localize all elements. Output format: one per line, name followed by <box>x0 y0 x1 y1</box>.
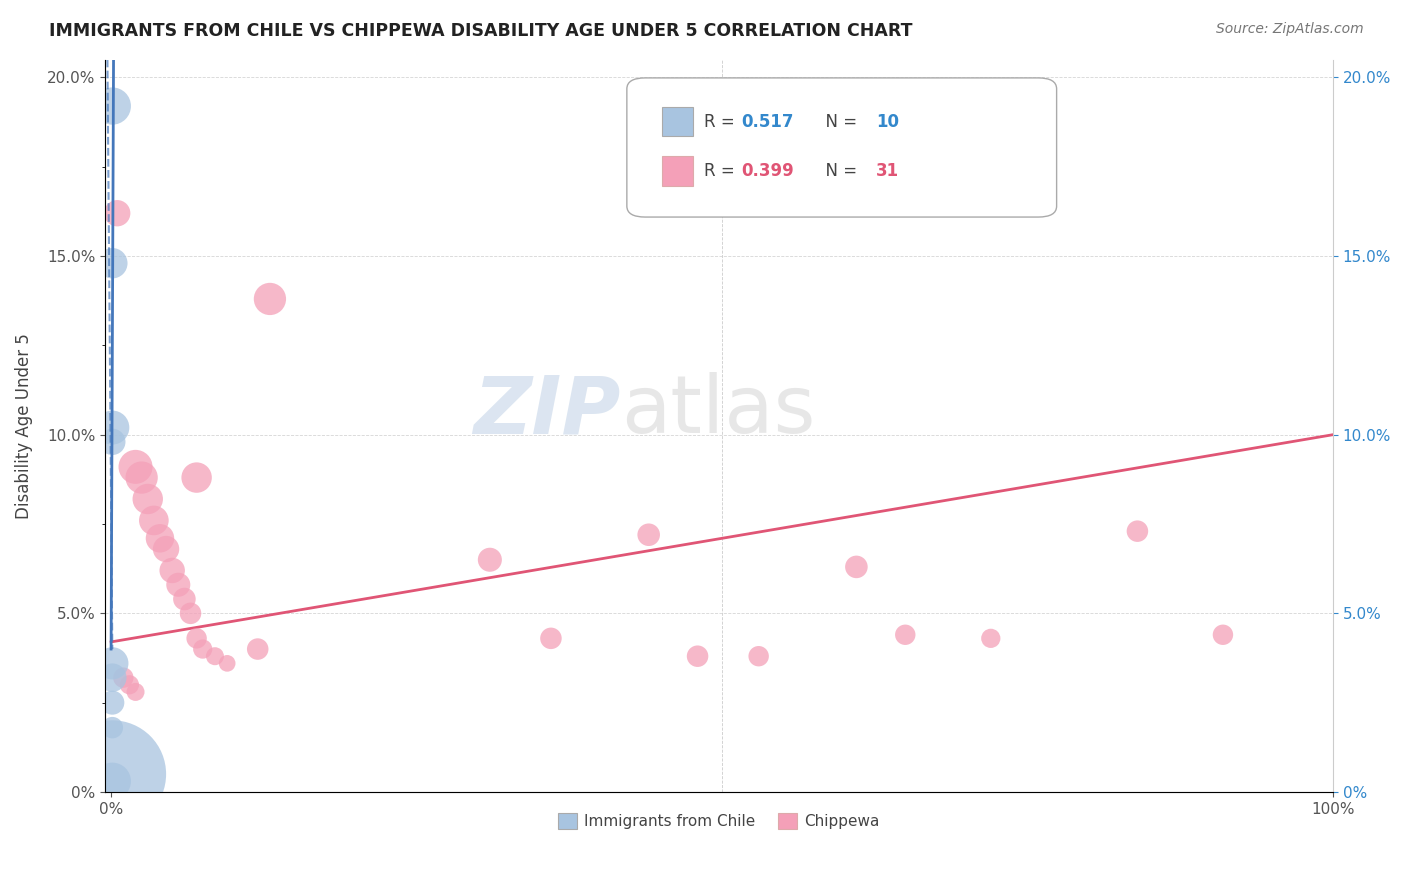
Point <box>101 696 124 710</box>
Point <box>101 671 124 685</box>
Point <box>894 628 917 642</box>
Text: R =: R = <box>704 162 740 180</box>
FancyBboxPatch shape <box>627 78 1057 217</box>
Point <box>101 721 124 735</box>
Point <box>112 671 135 685</box>
Text: Source: ZipAtlas.com: Source: ZipAtlas.com <box>1216 22 1364 37</box>
Point <box>149 531 172 545</box>
Point <box>478 553 501 567</box>
FancyBboxPatch shape <box>662 107 693 136</box>
Point <box>101 657 124 671</box>
Text: R =: R = <box>704 113 740 131</box>
Point <box>217 657 239 671</box>
Point <box>173 592 195 607</box>
Point <box>246 642 269 657</box>
Point <box>101 256 124 270</box>
Text: N =: N = <box>814 162 862 180</box>
Text: atlas: atlas <box>620 372 815 450</box>
Point <box>540 632 562 646</box>
Text: 10: 10 <box>876 113 898 131</box>
Point <box>155 542 177 557</box>
Point <box>101 774 124 789</box>
Point <box>142 513 165 527</box>
Point <box>179 607 201 621</box>
Text: N =: N = <box>814 113 862 131</box>
Point <box>131 470 153 484</box>
FancyBboxPatch shape <box>662 156 693 186</box>
Point <box>105 206 128 220</box>
Point <box>204 649 226 664</box>
Point <box>686 649 709 664</box>
Point <box>259 292 281 306</box>
Point <box>101 99 124 113</box>
Legend: Immigrants from Chile, Chippewa: Immigrants from Chile, Chippewa <box>553 807 886 836</box>
Point <box>101 420 124 434</box>
Text: 0.517: 0.517 <box>741 113 793 131</box>
Point <box>1126 524 1149 538</box>
Point <box>101 434 124 449</box>
Point <box>748 649 770 664</box>
Point <box>167 578 190 592</box>
Point <box>186 470 208 484</box>
Point <box>160 564 183 578</box>
Point <box>124 459 146 474</box>
Point <box>136 491 159 506</box>
Point <box>124 685 146 699</box>
Point <box>191 642 214 657</box>
Point <box>845 560 868 574</box>
Text: ZIP: ZIP <box>474 372 620 450</box>
Point <box>101 767 124 781</box>
Point <box>637 527 659 541</box>
Point <box>1212 628 1234 642</box>
Text: IMMIGRANTS FROM CHILE VS CHIPPEWA DISABILITY AGE UNDER 5 CORRELATION CHART: IMMIGRANTS FROM CHILE VS CHIPPEWA DISABI… <box>49 22 912 40</box>
Point <box>186 632 208 646</box>
Y-axis label: Disability Age Under 5: Disability Age Under 5 <box>15 333 32 519</box>
Text: 31: 31 <box>876 162 900 180</box>
Point <box>118 678 141 692</box>
Text: 0.399: 0.399 <box>741 162 794 180</box>
Point <box>980 632 1002 646</box>
